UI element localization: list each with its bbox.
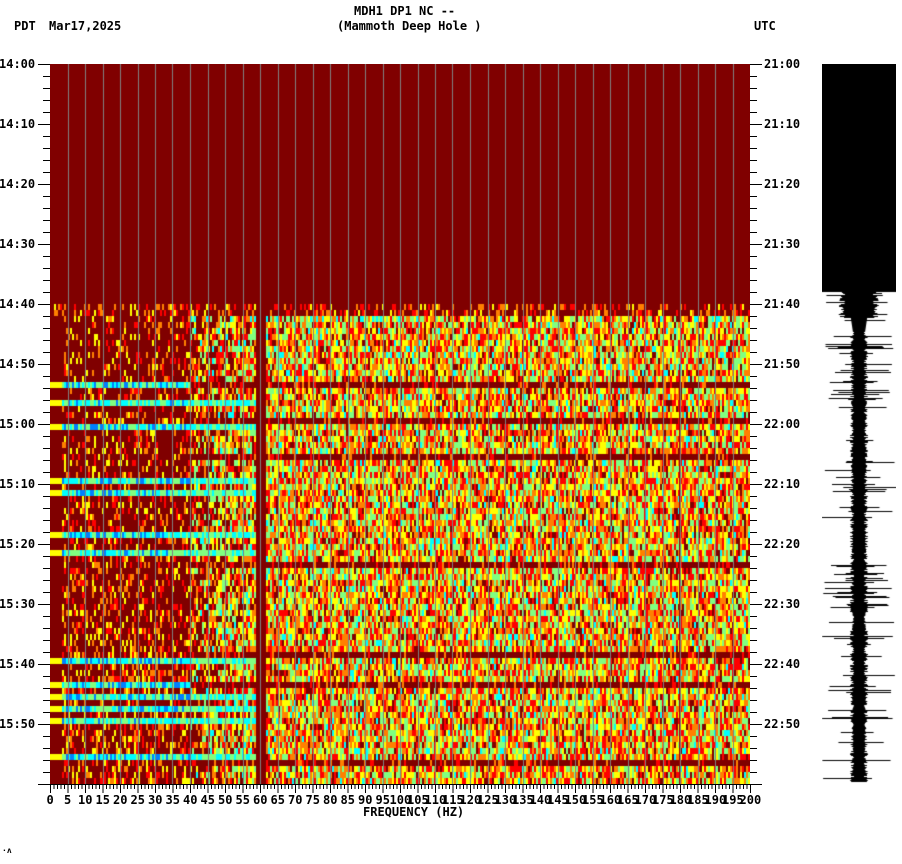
date-label: Mar17,2025 (49, 19, 122, 33)
y-tick-label: 14:10 (0, 117, 36, 131)
x-tick-label: 30 (148, 793, 163, 807)
y-tick-label: 14:00 (0, 57, 36, 71)
y-tick-label: 21:20 (764, 177, 801, 191)
x-tick-label: 100 (389, 793, 412, 807)
right-timezone-label: UTC (754, 19, 776, 33)
x-tick-label: 175 (652, 793, 674, 807)
x-tick-label: 20 (113, 793, 128, 807)
x-tick-label: 25 (130, 793, 145, 807)
x-tick-label: 150 (564, 793, 587, 807)
x-tick-label: 70 (288, 793, 303, 807)
spectrogram-plot (50, 64, 750, 784)
chart-title-station: MDH1 DP1 NC -- (354, 4, 456, 18)
x-tick-label: 130 (494, 793, 517, 807)
y-tick-label: 15:00 (0, 417, 36, 431)
y-tick-label: 15:50 (0, 717, 36, 731)
y-tick-label: 21:00 (764, 57, 801, 71)
y-tick-label: 21:30 (764, 237, 801, 251)
y-tick-label: 14:30 (0, 237, 36, 251)
x-tick-label: 185 (687, 793, 709, 807)
left-timezone-label: PDT (14, 19, 36, 33)
spectrogram-canvas (50, 64, 750, 784)
x-tick-label: 120 (459, 793, 482, 807)
x-tick-label: 75 (305, 793, 320, 807)
x-tick-label: 10 (78, 793, 93, 807)
x-tick-label: 35 (165, 793, 180, 807)
x-tick-label: 155 (582, 793, 604, 807)
y-tick-label: 15:10 (0, 477, 36, 491)
x-tick-label: 200 (739, 793, 762, 807)
y-tick-label: 22:30 (764, 597, 801, 611)
y-tick-label: 14:50 (0, 357, 36, 371)
x-tick-label: 180 (669, 793, 692, 807)
y-tick-label: 21:10 (764, 117, 801, 131)
x-axis-title: FREQUENCY (HZ) (363, 805, 465, 819)
y-axis-right-utc: 21:00 21:10 21:20 21:30 21:40 21:50 22:00 22:10… (750, 58, 810, 790)
x-tick-label: 145 (547, 793, 569, 807)
y-tick-label: 15:30 (0, 597, 36, 611)
x-tick-label: 60 (253, 793, 268, 807)
x-tick-label: 140 (529, 793, 552, 807)
y-axis-left-pdt: 14:00 14:10 14:20 14:30 14:40 14:50 15:00 15:10… (0, 58, 50, 790)
x-tick-label: 110 (424, 793, 447, 807)
y-tick-label: 21:50 (764, 357, 801, 371)
seismogram-waveform (822, 64, 896, 784)
y-tick-label: 22:10 (764, 477, 801, 491)
x-tick-label: 195 (722, 793, 744, 807)
x-tick-label: 80 (323, 793, 338, 807)
y-tick-label: 22:50 (764, 717, 801, 731)
x-tick-label: 55 (235, 793, 250, 807)
x-tick-label: 5 (64, 793, 72, 807)
x-tick-label: 125 (477, 793, 499, 807)
y-tick-label: 21:40 (764, 297, 801, 311)
x-tick-label: 95 (375, 793, 390, 807)
footnote-mark: ·ʌ (2, 846, 12, 855)
x-tick-label: 165 (617, 793, 639, 807)
x-tick-label: 45 (200, 793, 215, 807)
x-tick-label: 190 (704, 793, 727, 807)
x-axis-frequency: 0 5 10 15 20 25 30 35 40 45 50 55 60 65 70 75 80 85 90 95 10… (40, 784, 770, 824)
x-tick-label: 50 (218, 793, 233, 807)
x-tick-label: 85 (340, 793, 355, 807)
y-tick-label: 22:40 (764, 657, 801, 671)
x-tick-label: 160 (599, 793, 622, 807)
x-tick-label: 0 (46, 793, 54, 807)
y-tick-label: 22:20 (764, 537, 801, 551)
chart-title-location: (Mammoth Deep Hole ) (337, 19, 482, 33)
x-tick-label: 115 (442, 793, 464, 807)
y-tick-label: 22:00 (764, 417, 801, 431)
x-tick-label: 40 (183, 793, 198, 807)
y-tick-label: 15:20 (0, 537, 36, 551)
x-tick-label: 135 (512, 793, 534, 807)
y-tick-label: 14:40 (0, 297, 36, 311)
x-tick-label: 170 (634, 793, 657, 807)
y-tick-label: 14:20 (0, 177, 36, 191)
y-tick-label: 15:40 (0, 657, 36, 671)
x-tick-label: 65 (270, 793, 285, 807)
x-tick-label: 90 (358, 793, 373, 807)
x-tick-label: 15 (95, 793, 110, 807)
x-tick-label: 105 (407, 793, 429, 807)
